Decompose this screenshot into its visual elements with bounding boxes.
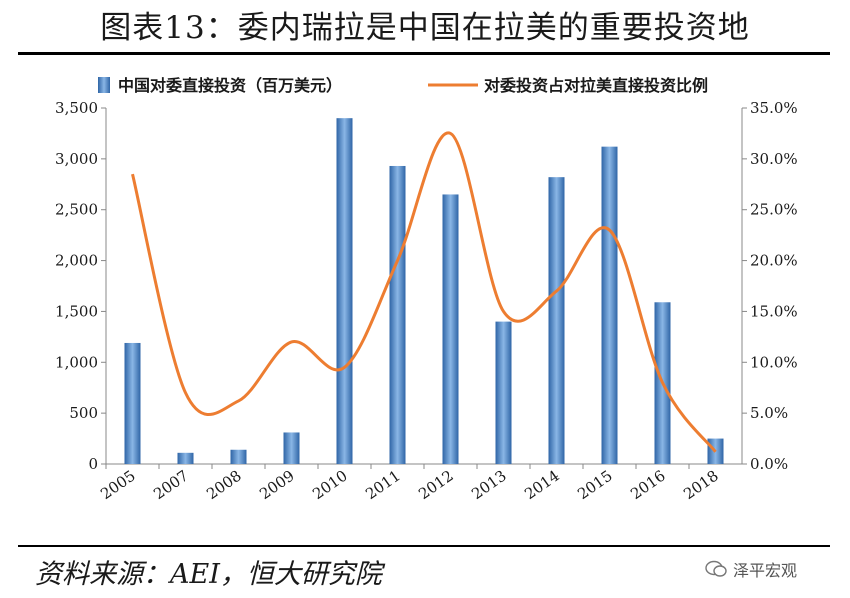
right-tick-label: 0.0% bbox=[750, 455, 788, 473]
x-tick-label: 2012 bbox=[415, 467, 457, 504]
bar bbox=[495, 321, 512, 464]
chart-title: 图表13：委内瑞拉是中国在拉美的重要投资地 bbox=[100, 10, 750, 46]
legend-bar-label: 中国对委直接投资（百万美元） bbox=[118, 76, 342, 95]
bar bbox=[283, 432, 300, 464]
line-series bbox=[131, 131, 717, 453]
bar bbox=[230, 449, 247, 464]
left-tick-label: 1,000 bbox=[55, 353, 98, 371]
right-tick-label: 15.0% bbox=[750, 302, 798, 320]
right-tick-label: 5.0% bbox=[750, 404, 788, 422]
x-tick-label: 2011 bbox=[362, 467, 404, 504]
ratio-line bbox=[131, 131, 717, 453]
title-rule bbox=[18, 52, 830, 55]
left-tick-label: 0 bbox=[88, 455, 98, 473]
left-tick-label: 3,000 bbox=[55, 150, 98, 168]
left-tick-label: 2,500 bbox=[55, 201, 98, 219]
right-tick-label: 10.0% bbox=[750, 353, 798, 371]
bar bbox=[336, 118, 353, 465]
bar bbox=[177, 452, 194, 464]
right-tick-label: 25.0% bbox=[750, 201, 798, 219]
x-tick-label: 2008 bbox=[203, 467, 245, 504]
watermark: 泽平宏观 bbox=[705, 556, 797, 582]
bar bbox=[442, 194, 459, 464]
left-tick-label: 3,500 bbox=[55, 99, 98, 117]
x-tick-label: 2016 bbox=[627, 467, 669, 504]
right-tick-label: 30.0% bbox=[750, 150, 798, 168]
bar bbox=[548, 177, 565, 464]
legend-line-label: 对委投资占对拉美直接投资比例 bbox=[484, 76, 708, 95]
legend-bar-swatch bbox=[98, 77, 110, 93]
x-tick-label: 2010 bbox=[309, 467, 351, 504]
left-tick-label: 2,000 bbox=[55, 252, 98, 270]
x-tick-label: 2013 bbox=[468, 467, 510, 504]
x-tick-label: 2015 bbox=[574, 467, 616, 504]
right-tick-label: 35.0% bbox=[750, 99, 798, 117]
left-tick-label: 1,500 bbox=[55, 302, 98, 320]
source-note: 资料来源：AEI，恒大研究院 bbox=[35, 559, 382, 590]
legend: 中国对委直接投资（百万美元） 对委投资占对拉美直接投资比例 bbox=[98, 76, 708, 95]
x-tick-label: 2009 bbox=[256, 467, 298, 504]
x-tick-label: 2018 bbox=[680, 467, 722, 504]
source-rule bbox=[18, 545, 830, 547]
x-tick-label: 2007 bbox=[150, 467, 192, 504]
x-tick-label: 2014 bbox=[521, 467, 563, 504]
bar bbox=[124, 342, 141, 464]
right-tick-label: 20.0% bbox=[750, 252, 798, 270]
watermark-text: 泽平宏观 bbox=[733, 561, 798, 580]
wechat-icon bbox=[705, 560, 727, 577]
bar bbox=[601, 146, 618, 464]
left-tick-label: 500 bbox=[69, 404, 98, 422]
axes: 0 500 1,000 1,500 2,000 2,500 3,000 3,500 0.0% 5.… bbox=[55, 99, 798, 503]
bar-series bbox=[124, 118, 724, 465]
x-tick-label: 2005 bbox=[97, 467, 139, 504]
bar bbox=[389, 165, 406, 464]
